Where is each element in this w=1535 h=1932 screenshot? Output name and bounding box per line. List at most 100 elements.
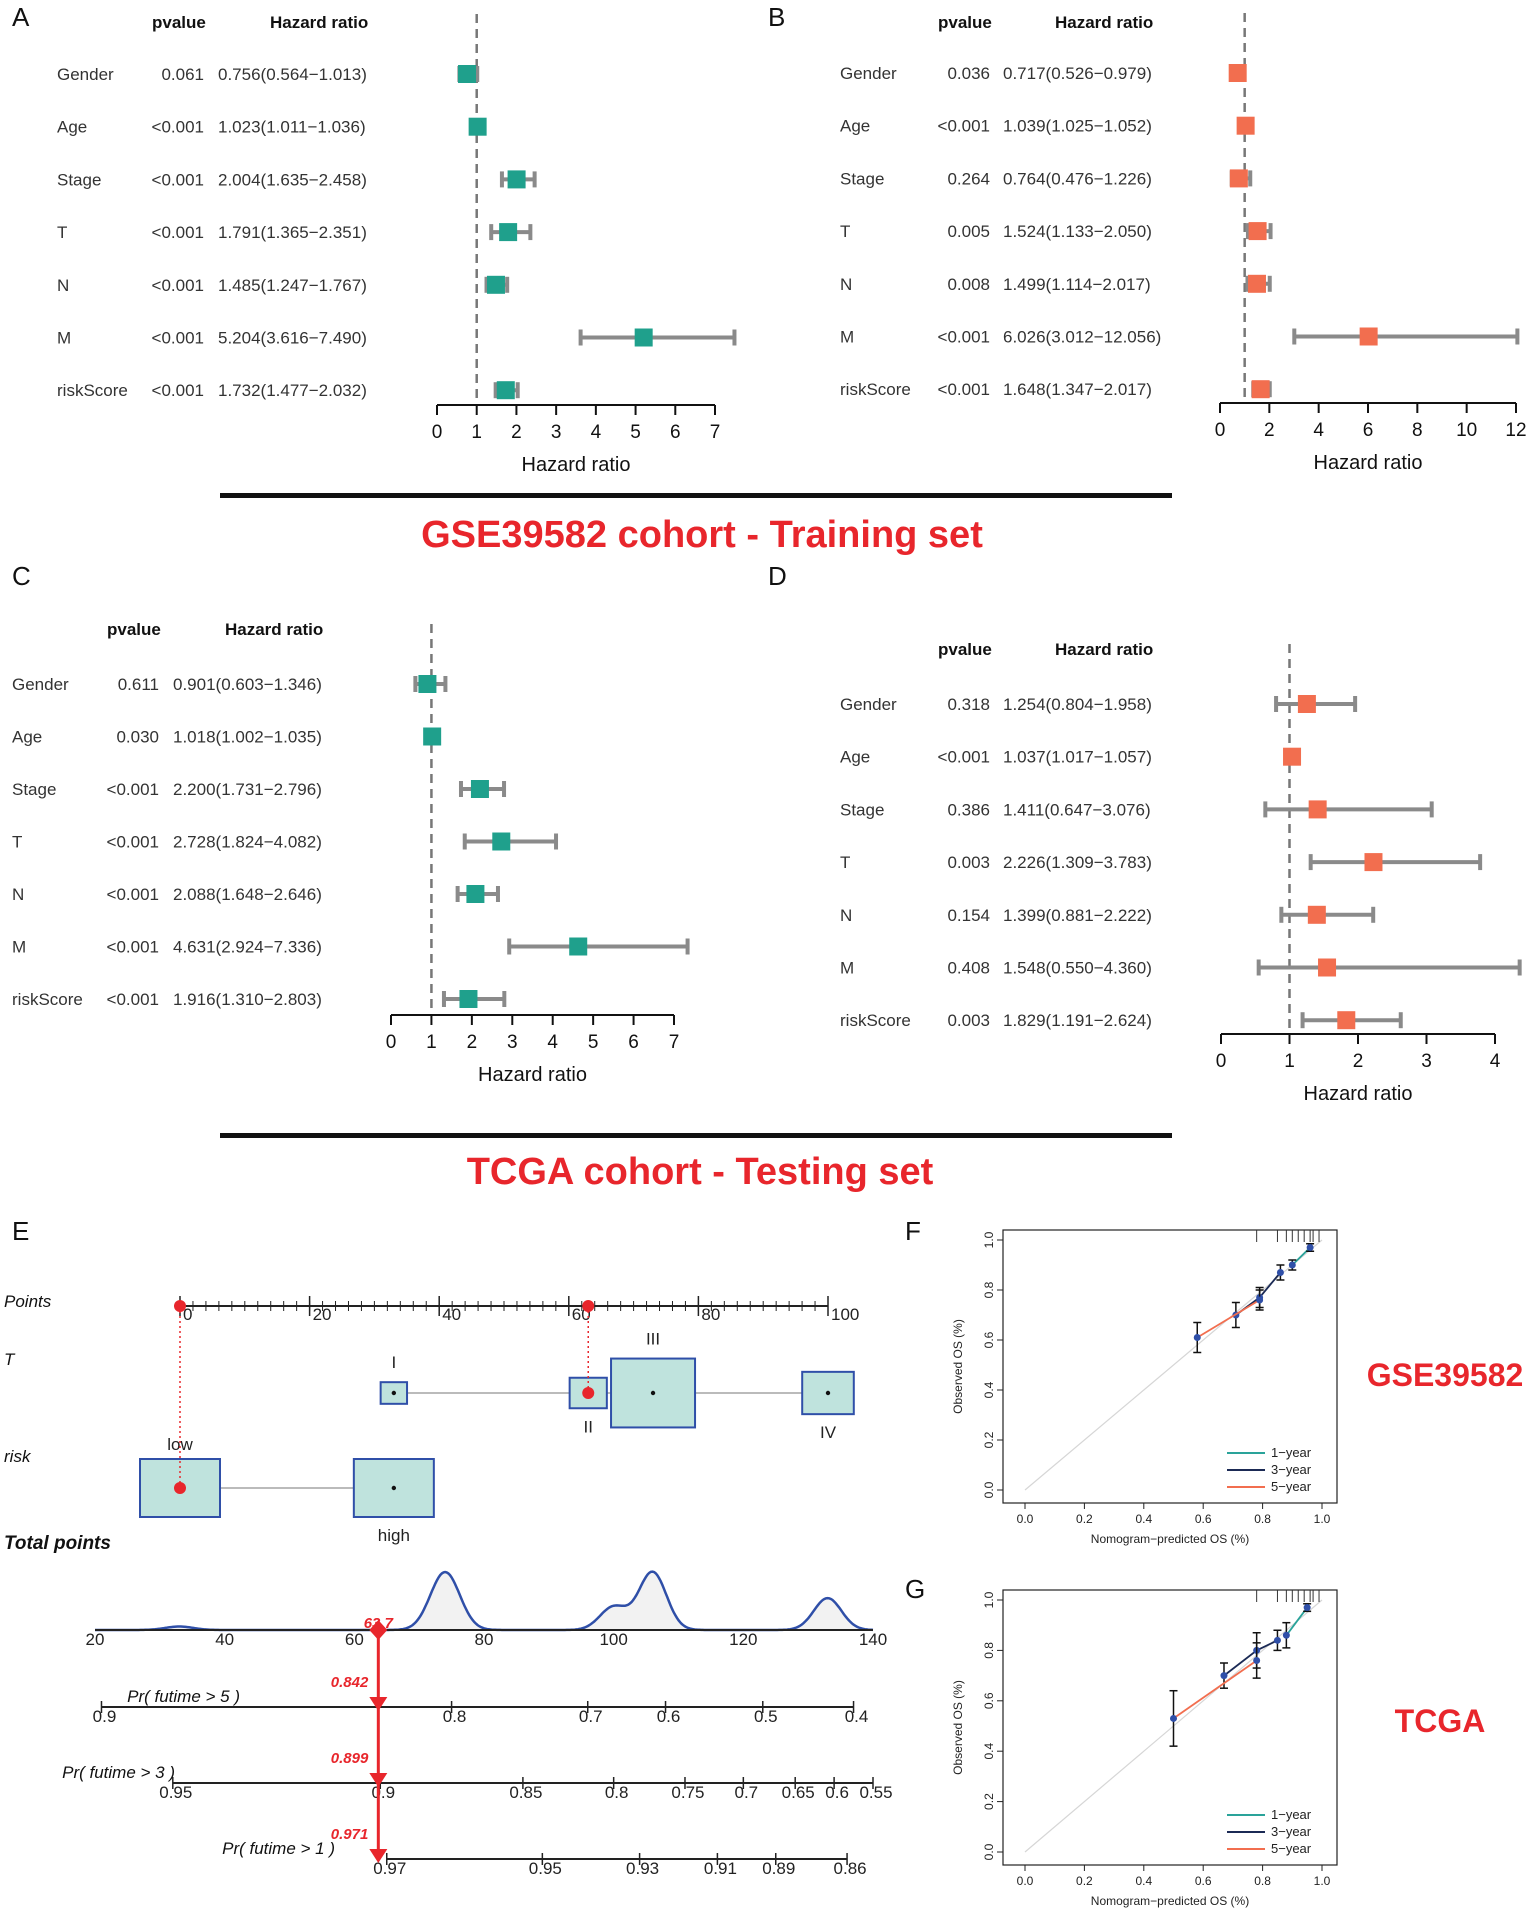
points-tick-label: 20 (313, 1305, 332, 1324)
hr-point-box-d (1297, 695, 1316, 713)
calibration-point (1282, 1631, 1290, 1639)
hr-point-box-d (1364, 853, 1383, 872)
calibration-plot-g: 0.0 0.0 0.2 0.2 0.4 0.4 0.6 0.6 0.8 0.8 1.0 1.0 Nomo… (951, 1589, 1486, 1908)
static-layer: A B C D E F G GSE39582 cohort - Training… (12, 2, 1172, 1604)
panel-letter-a: A (12, 2, 30, 32)
x-tick-label-a: 2 (511, 422, 522, 443)
panel-letter-e: E (12, 1216, 29, 1246)
row-label-b: Gender (840, 64, 897, 83)
hr-point-box-b (1236, 116, 1255, 135)
x-tick-label: 0.0 (1017, 1874, 1034, 1888)
x-tick-label-c: 3 (507, 1032, 518, 1053)
header-pvalue-a: pvalue (152, 13, 206, 32)
row-pvalue-a: <0.001 (152, 170, 204, 189)
probability-tick-label: 0.7 (579, 1707, 603, 1726)
probability-tick-label: 0.95 (159, 1783, 192, 1802)
x-tick-label-d: 1 (1284, 1051, 1295, 1072)
probability-scale-label: Pr( futime > 5 ) (127, 1687, 240, 1706)
total-points-density-fill (95, 1571, 873, 1630)
row-label-b: T (840, 222, 850, 241)
row-pvalue-d: 0.003 (947, 1011, 990, 1030)
row-label-c: riskScore (12, 990, 83, 1009)
legend-label: 1−year (1271, 1807, 1312, 1822)
row-hr-text-b: 1.039(1.025−1.052) (1003, 117, 1152, 136)
selected-total-label: 63.7 (364, 1615, 394, 1632)
probability-scale-label: Pr( futime > 3 ) (62, 1763, 175, 1782)
probability-tick-label: 0.86 (834, 1859, 867, 1878)
row-pvalue-a: <0.001 (152, 381, 204, 400)
hr-point-box-a (499, 223, 518, 242)
row-hr-text-a: 1.732(1.477−2.032) (218, 381, 367, 400)
row-pvalue-d: 0.003 (947, 853, 990, 872)
probability-tick-label: 0.5 (754, 1707, 778, 1726)
selected-points-dot-risk (174, 1300, 186, 1312)
x-tick-label: 0.8 (1254, 1874, 1271, 1888)
row-label-d: N (840, 906, 852, 925)
row-pvalue-b: 0.264 (947, 169, 990, 188)
row-pvalue-c: 0.030 (116, 728, 159, 747)
y-tick-label: 0.4 (982, 1743, 996, 1760)
probability-tick-label: 0.93 (626, 1859, 659, 1878)
x-tick-label: 0.8 (1254, 1512, 1271, 1526)
probability-tick-label: 0.7 (735, 1783, 759, 1802)
hr-point-box-b (1359, 327, 1378, 346)
row-hr-text-c: 2.200(1.731−2.796) (173, 780, 322, 799)
level-label: IV (820, 1423, 837, 1442)
row-pvalue-b: 0.005 (947, 222, 990, 241)
hr-point-box-d (1318, 958, 1337, 977)
calibration-point (1303, 1604, 1311, 1612)
row-pvalue-b: 0.008 (947, 275, 990, 294)
cohort-side-label-g: TCGA (1395, 1703, 1486, 1739)
testing-divider-bar (220, 1133, 1172, 1138)
row-label-d: M (840, 959, 854, 978)
hr-point-box-b (1251, 380, 1270, 399)
calibration-point (1276, 1269, 1284, 1276)
x-tick-label-a: 5 (630, 422, 641, 443)
training-divider-bar (220, 493, 1172, 498)
row-label-c: Stage (12, 780, 56, 799)
x-tick-label-c: 1 (426, 1032, 437, 1053)
calibration-point (1220, 1672, 1228, 1680)
points-row-label: Points (4, 1292, 52, 1311)
x-axis-title-b: Hazard ratio (1314, 452, 1423, 474)
calibration-line-5-year (1196, 1299, 1261, 1339)
probability-tick-label: 0.89 (762, 1859, 795, 1878)
header-hazard-ratio-b: Hazard ratio (1055, 13, 1153, 32)
row-label-b: Stage (840, 169, 884, 188)
row-pvalue-c: <0.001 (107, 990, 159, 1009)
row-hr-text-b: 0.717(0.526−0.979) (1003, 64, 1152, 83)
row-hr-text-b: 0.764(0.476−1.226) (1003, 169, 1152, 188)
calibration-point (1193, 1334, 1201, 1341)
calibration-point (1256, 1296, 1264, 1304)
total-points-tick-label: 20 (86, 1630, 105, 1649)
row-hr-text-a: 1.023(1.011−1.036) (218, 118, 366, 137)
y-tick-label: 1.0 (982, 1591, 996, 1608)
row-hr-text-b: 6.026(3.012−12.056) (1003, 328, 1161, 347)
hr-point-box-d (1307, 905, 1326, 924)
hr-point-box-d (1308, 800, 1327, 819)
x-tick-label-c: 4 (547, 1032, 558, 1053)
x-tick-label-d: 4 (1490, 1051, 1501, 1072)
level-center-dot (650, 1390, 656, 1396)
hr-point-box-a (507, 170, 526, 189)
x-tick-label: 1.0 (1314, 1512, 1331, 1526)
row-pvalue-a: <0.001 (152, 329, 204, 348)
x-tick-label-c: 0 (386, 1032, 397, 1053)
probability-tick-label: 0.65 (782, 1783, 815, 1802)
x-axis-title: Nomogram−predicted OS (%) (1091, 1894, 1249, 1908)
row-hr-text-d: 2.226(1.309−3.783) (1003, 853, 1152, 872)
training-cohort-title: GSE39582 cohort - Training set (421, 514, 983, 556)
calibration-frame (1002, 1229, 1338, 1504)
probability-tick-label: 0.4 (845, 1707, 869, 1726)
legend-label: 3−year (1271, 1824, 1312, 1839)
hr-point-box-b (1247, 274, 1266, 293)
probability-tick-label: 0.91 (704, 1859, 737, 1878)
probability-scale-label: Pr( futime > 1 ) (222, 1839, 335, 1858)
probability-tick-label: 0.8 (443, 1707, 467, 1726)
header-hazard-ratio-d: Hazard ratio (1055, 640, 1153, 659)
total-points-tick-label: 140 (859, 1630, 887, 1649)
hr-point-box-c (466, 885, 485, 903)
x-axis-title: Nomogram−predicted OS (%) (1091, 1532, 1249, 1546)
